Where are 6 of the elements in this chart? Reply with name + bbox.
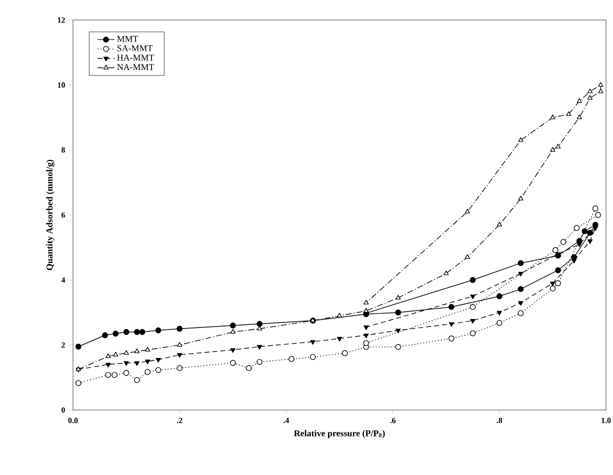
x-axis-title: Relative pressure (P/P$_{0}$) [294, 430, 385, 438]
legend-label: SA-MMT [117, 45, 153, 52]
legend-label: NA-MMT [117, 64, 154, 70]
y-axis-title: Quantity Adsorbed (mmol/g) [46, 160, 54, 270]
legend-label: MMT [117, 36, 138, 42]
legend-label: HA-MMT [117, 54, 154, 61]
